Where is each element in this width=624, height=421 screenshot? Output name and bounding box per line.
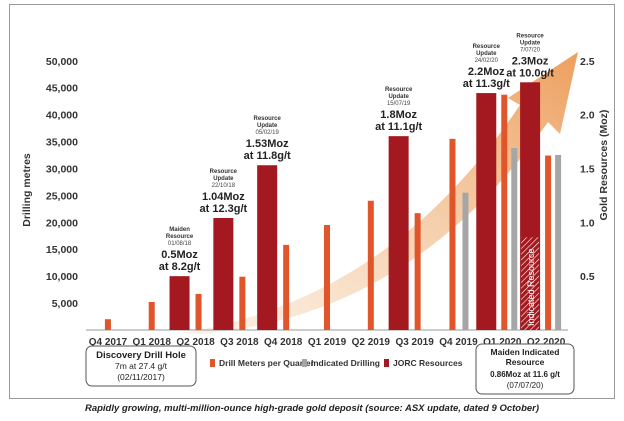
y-tick-label: 30,000 <box>46 163 78 175</box>
y-tick-label: 45,000 <box>46 83 78 95</box>
resource-date-label: 7/07/20 <box>520 47 541 53</box>
discovery-callout-line: (02/11/2017) <box>117 372 165 382</box>
indicated-drilling-bar <box>462 192 469 330</box>
resource-date-label: 22/10/18 <box>212 183 236 189</box>
y-tick-label: 50,000 <box>46 56 78 68</box>
drill-meters-bar <box>148 302 155 330</box>
resource-date-label: 15/07/19 <box>387 101 411 107</box>
x-tick-label: Q3 2019 <box>395 337 434 348</box>
jorc-resource-bar <box>213 218 234 330</box>
resource-grade-label: at 11.8g/t <box>244 150 291 162</box>
drill-meters-bar <box>104 319 111 330</box>
discovery-callout-line: Discovery Drill Hole <box>96 350 186 361</box>
maiden-indicated-callout-line: Resource <box>506 357 545 367</box>
resource-ounces-label: 1.53Moz <box>246 138 289 150</box>
discovery-callout-line: 7m at 27.4 g/t <box>115 361 168 371</box>
drill-meters-bar <box>501 94 508 330</box>
indicated-drilling-bar <box>511 148 518 330</box>
indicated-drilling-bar <box>555 155 562 330</box>
drill-meters-bar <box>324 225 330 330</box>
x-tick-label: Q2 2020 <box>527 337 566 348</box>
jorc-resource-bar <box>476 93 497 330</box>
x-tick-label: Q1 2019 <box>308 337 347 348</box>
resource-title-label: Update <box>257 123 278 129</box>
drill-meters-bar <box>367 200 374 330</box>
maiden-indicated-callout-box <box>475 343 575 395</box>
growth-arrow <box>182 52 578 334</box>
y2-tick-label: 1.0 <box>580 217 595 229</box>
resource-date-label: 01/08/18 <box>168 241 192 247</box>
legend-label: JORC Resources <box>393 358 463 368</box>
resource-title-label: Resource <box>516 33 544 39</box>
x-tick-label: Q1 2020 <box>483 337 522 348</box>
resource-ounces-label: 1.8Moz <box>380 109 417 121</box>
resource-title-label: Update <box>520 40 541 46</box>
y-tick-label: 35,000 <box>46 137 78 149</box>
y-tick-label: 5,000 <box>52 298 78 310</box>
resource-title-label: Update <box>476 51 497 57</box>
resource-title-label: Resource <box>385 87 413 93</box>
jorc-resource-bar <box>257 165 278 330</box>
figure-caption: Rapidly growing, multi-million-ounce hig… <box>84 403 540 414</box>
legend-swatch <box>302 359 307 367</box>
resource-growth-chart: 5,000 10,000 15,000 20,000 25,000 30,000 35,00… <box>21 33 610 395</box>
resource-grade-label: at 11.1g/t <box>375 121 422 133</box>
jorc-resource-bar <box>388 136 409 330</box>
x-tick-label: Q4 2017 <box>89 337 128 348</box>
resource-ounces-label: 1.04Moz <box>202 191 245 203</box>
drill-meters-bar <box>449 138 456 330</box>
y-tick-label: 10,000 <box>46 271 78 283</box>
y-tick-label: 40,000 <box>46 110 78 122</box>
resource-grade-label: at 10.0g/t <box>506 67 554 79</box>
x-tick-label: Q2 2019 <box>352 337 391 348</box>
y2-tick-label: 1.5 <box>580 163 595 175</box>
resource-title-label: Update <box>213 176 234 182</box>
resource-grade-label: at 8.2g/t <box>159 261 201 273</box>
resource-ounces-label: 2.3Moz <box>512 55 549 67</box>
legend-label: Drill Meters per Quarter <box>219 358 315 368</box>
resource-ounces-label: 2.2Moz <box>468 66 505 78</box>
resource-grade-label: at 11.3g/t <box>463 78 510 90</box>
x-tick-label: Q2 2018 <box>176 337 215 348</box>
legend-swatch <box>384 359 389 367</box>
x-tick-label: Q3 2018 <box>220 337 259 348</box>
discovery-callout-box <box>85 345 197 387</box>
x-tick-label: Q1 2018 <box>133 337 172 348</box>
y2-axis-title: Gold Resources (Moz) <box>598 110 610 221</box>
resource-title-label: Resource <box>166 234 194 240</box>
drill-meters-bar <box>195 293 202 330</box>
y-tick-label: 15,000 <box>46 244 78 256</box>
maiden-indicated-callout-line: Maiden Indicated <box>491 347 560 357</box>
drill-meters-bar <box>545 155 552 330</box>
legend-swatch <box>210 359 215 367</box>
x-tick-label: Q4 2019 <box>439 337 478 348</box>
resource-date-label: 05/02/19 <box>256 130 280 136</box>
resource-title-label: Resource <box>254 116 282 122</box>
resource-title-label: Resource <box>210 169 238 175</box>
y2-tick-label: 2.5 <box>580 56 595 68</box>
y-axis-title: Drilling metres <box>21 153 33 227</box>
resource-title-label: Resource <box>473 44 501 50</box>
resource-grade-label: at 12.3g/t <box>200 203 248 215</box>
jorc-resource-bar <box>169 276 190 330</box>
legend-label: Indicated Drilling <box>311 358 380 368</box>
drill-meters-bar <box>239 276 246 330</box>
drill-meters-bar <box>414 213 421 330</box>
y2-tick-label: 2.0 <box>580 110 595 122</box>
resource-ounces-label: 0.5Moz <box>161 249 198 261</box>
maiden-indicated-callout-line: (07/07/20) <box>507 381 544 390</box>
resource-title-label: Update <box>388 94 409 100</box>
indicated-resource-label: Indicated Resource <box>526 248 536 326</box>
maiden-indicated-callout-line: 0.86Moz at 11.6 g/t <box>490 370 560 379</box>
y2-tick-label: 0.5 <box>580 271 595 283</box>
y-tick-label: 25,000 <box>46 190 78 202</box>
drill-meters-bar <box>283 244 290 330</box>
x-tick-label: Q4 2018 <box>264 337 303 348</box>
resource-title-label: Maiden <box>169 227 190 233</box>
indicated-resource-hatch <box>521 237 540 330</box>
y-tick-label: 20,000 <box>46 217 78 229</box>
resource-date-label: 24/02/20 <box>475 58 499 64</box>
figure-frame <box>9 4 615 399</box>
